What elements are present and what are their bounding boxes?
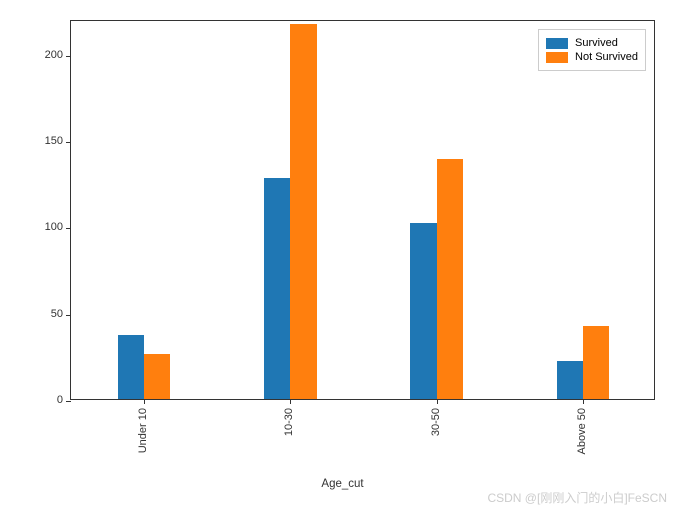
plot-area (71, 21, 654, 399)
legend-item: Not Survived (546, 51, 638, 63)
x-axis-label: Age_cut (321, 478, 363, 490)
legend-swatch (546, 38, 568, 49)
ytick-mark (66, 401, 71, 402)
bar (290, 24, 316, 399)
ytick-label: 100 (45, 221, 63, 233)
ytick-mark (66, 142, 71, 143)
xtick-label: 10-30 (283, 408, 295, 436)
ytick-mark (66, 228, 71, 229)
xtick-label: 30-50 (430, 408, 442, 436)
xtick-label: Above 50 (576, 408, 588, 454)
bar (118, 335, 144, 399)
xtick-label: Under 10 (137, 408, 149, 453)
bar (437, 159, 463, 399)
watermark-text: CSDN @[刚刚入门的小白]FeSCN (487, 489, 667, 506)
ytick-mark (66, 315, 71, 316)
xtick-mark (144, 399, 145, 404)
ytick-label: 50 (51, 308, 63, 320)
ytick-mark (66, 56, 71, 57)
bar (410, 223, 436, 399)
ytick-label: 150 (45, 135, 63, 147)
legend-swatch (546, 52, 568, 63)
legend-label: Survived (575, 37, 618, 49)
bar (583, 326, 609, 399)
xtick-mark (437, 399, 438, 404)
ytick-label: 0 (57, 394, 63, 406)
bar (557, 361, 583, 399)
legend-label: Not Survived (575, 51, 638, 63)
ytick-label: 200 (45, 49, 63, 61)
xtick-mark (583, 399, 584, 404)
chart-container: Survived Not Survived (70, 20, 655, 400)
xtick-mark (290, 399, 291, 404)
bar (144, 354, 170, 399)
bar (264, 178, 290, 399)
legend: Survived Not Survived (538, 29, 646, 71)
legend-item: Survived (546, 37, 638, 49)
